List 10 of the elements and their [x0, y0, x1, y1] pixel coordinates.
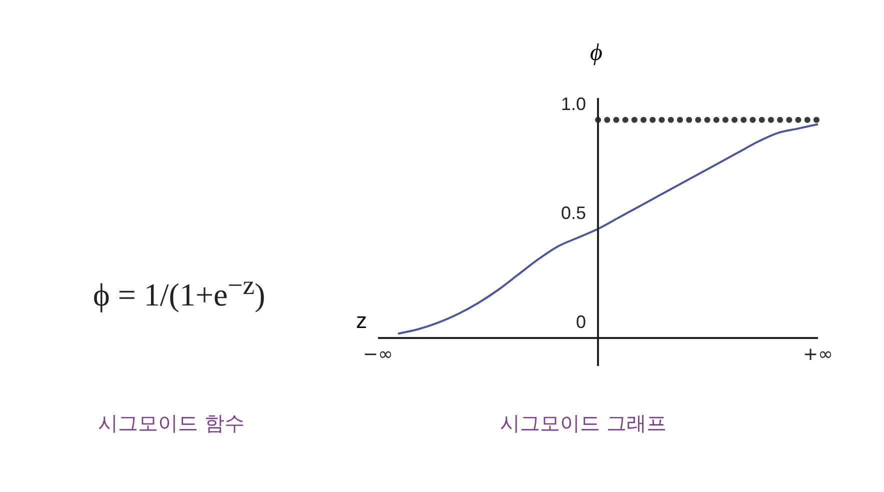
y-tick-label: 0 [576, 312, 586, 332]
text: 시그모이드 함수 [98, 410, 244, 437]
y-tick-label: 1.0 [560, 94, 586, 114]
x-axis-title: z [356, 308, 367, 334]
x-tick-label: −∞ [362, 344, 394, 365]
y-axis-title: ϕ [590, 40, 602, 67]
y-tick-label: 0.5 [560, 202, 586, 223]
text: ϕ = 1/(1+e$^{−z}$) [93, 270, 266, 314]
text: 시그모이드 그래프 [500, 410, 666, 437]
x-tick-label: +∞ [802, 344, 834, 365]
